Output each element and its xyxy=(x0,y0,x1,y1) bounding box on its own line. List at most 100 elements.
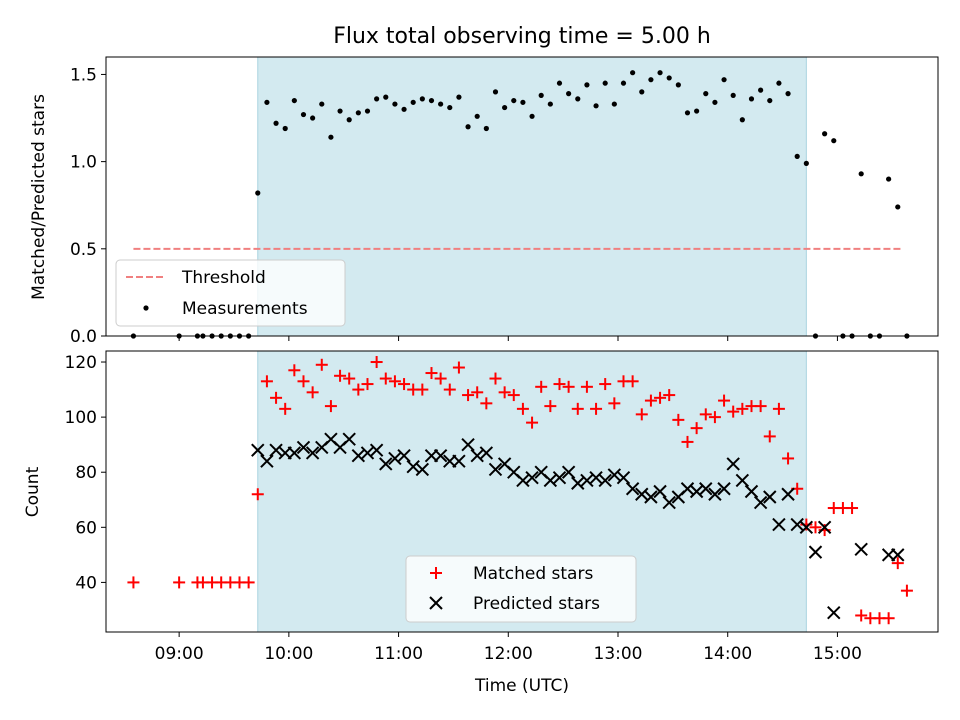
matched-star-point xyxy=(727,405,740,418)
matched-star-point xyxy=(279,402,292,415)
matched-star-point xyxy=(599,378,612,391)
predicted-star-point xyxy=(369,443,384,457)
matched-star-point xyxy=(251,488,264,501)
x-stroke xyxy=(735,473,750,488)
bottom-legend: Matched stars Predicted stars xyxy=(405,555,637,623)
measurement-point xyxy=(666,75,672,81)
x-stroke xyxy=(635,487,649,501)
matched-stars-points xyxy=(127,356,913,625)
bottom-y-ticks: 40 60 80 100 120 xyxy=(65,353,106,593)
x-stroke xyxy=(516,473,530,488)
predicted-star-point xyxy=(406,459,420,474)
x-tick-label: 12:00 xyxy=(484,644,533,664)
matched-star-point xyxy=(379,372,392,385)
x-stroke xyxy=(287,446,302,460)
measurement-point xyxy=(675,82,681,88)
x-stroke xyxy=(534,465,548,479)
matched-star-point xyxy=(772,402,785,415)
top-y-axis-label: Matched/Predicted stars xyxy=(29,94,49,300)
x-stroke xyxy=(625,482,640,496)
measurement-point xyxy=(822,131,828,137)
matched-star-point xyxy=(471,386,484,399)
y-tick-label: 1.0 xyxy=(70,153,97,173)
measurement-point xyxy=(886,176,892,182)
matched-star-point xyxy=(388,375,401,388)
matched-star-point xyxy=(535,380,548,393)
predicted-star-point xyxy=(571,476,585,490)
measurement-point xyxy=(620,80,627,86)
measurement-point xyxy=(575,96,581,102)
matched-star-point xyxy=(718,394,731,407)
x-tick-label: 15:00 xyxy=(813,644,862,664)
matched-star-point xyxy=(480,397,493,410)
x-stroke xyxy=(507,465,521,479)
y-tick-label: 0.5 xyxy=(70,240,97,260)
measurement-point xyxy=(401,106,407,112)
matched-star-point xyxy=(663,389,676,402)
matched-star-point xyxy=(526,416,539,429)
predicted-star-point xyxy=(488,462,503,477)
predicted-star-point xyxy=(699,482,713,496)
measurement-point xyxy=(529,113,535,119)
matched-star-point xyxy=(242,576,255,589)
chart-title: Flux total observing time = 5.00 h xyxy=(333,24,711,49)
matched-star-point xyxy=(818,524,831,537)
measurement-point xyxy=(428,97,435,104)
measurement-point xyxy=(282,125,288,132)
x-stroke xyxy=(616,471,631,485)
x-stroke xyxy=(827,606,841,620)
matched-star-point xyxy=(590,402,603,415)
measurement-point xyxy=(291,97,297,104)
x-stroke xyxy=(360,446,375,460)
matched-star-point xyxy=(489,372,502,385)
predicted-star-point xyxy=(680,482,695,496)
measurement-point xyxy=(730,92,736,98)
x-stroke xyxy=(351,448,366,463)
matched-star-point xyxy=(306,386,319,399)
x-stroke xyxy=(406,459,420,474)
measurement-point xyxy=(858,171,864,177)
predicted-star-point xyxy=(415,462,430,477)
x-stroke xyxy=(808,545,823,559)
predicted-star-point xyxy=(269,443,283,457)
matched-star-point xyxy=(361,378,374,391)
predicted-star-point xyxy=(433,448,448,463)
matched-star-point xyxy=(324,400,337,413)
predicted-star-point xyxy=(717,482,731,496)
matched-star-point xyxy=(699,408,712,421)
predicted-star-point xyxy=(735,473,750,488)
x-stroke xyxy=(753,495,768,510)
y-tick-label: 40 xyxy=(75,573,97,593)
matched-star-point xyxy=(334,369,347,382)
measurement-point xyxy=(657,70,663,76)
x-stroke xyxy=(571,476,585,490)
x-stroke xyxy=(662,495,676,510)
x-stroke xyxy=(388,451,402,466)
bottom-axes-frame xyxy=(105,350,939,633)
measurement-point xyxy=(346,117,352,123)
x-stroke xyxy=(689,484,704,499)
measurement-point xyxy=(794,153,800,159)
x-stroke xyxy=(497,457,512,471)
measurement-point xyxy=(474,113,480,119)
legend-predicted-label: Predicted stars xyxy=(473,594,600,614)
predicted-star-point xyxy=(763,490,777,504)
x-stroke xyxy=(772,517,786,532)
matched-star-point xyxy=(343,372,356,385)
predicted-star-point xyxy=(351,448,366,463)
matched-star-point xyxy=(681,435,694,448)
measurement-point xyxy=(703,91,709,97)
predicted-star-point xyxy=(781,487,795,501)
predicted-star-point xyxy=(543,473,558,488)
predicted-star-point xyxy=(470,448,484,463)
x-tick-label: 13:00 xyxy=(594,644,643,664)
matched-star-point xyxy=(507,389,520,402)
matched-star-point xyxy=(498,386,511,399)
matched-star-point xyxy=(452,361,465,374)
matched-star-point xyxy=(754,400,767,413)
predicted-star-point xyxy=(662,495,676,510)
measurement-point xyxy=(556,80,563,86)
measurement-point xyxy=(639,89,645,95)
x-stroke xyxy=(817,520,832,535)
measurement-point xyxy=(355,110,361,116)
